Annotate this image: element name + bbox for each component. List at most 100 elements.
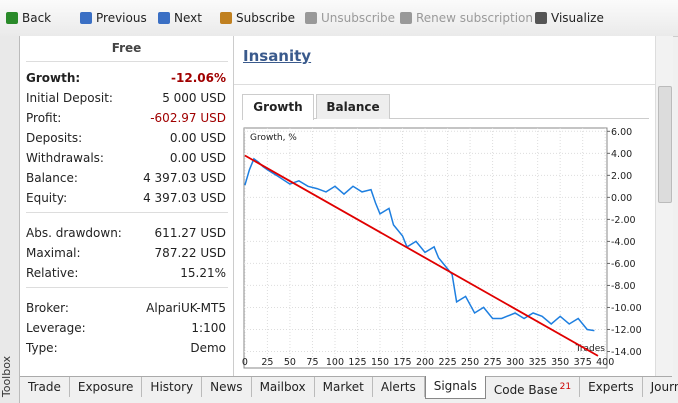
scroll-thumb[interactable] (658, 86, 672, 203)
bottom-tab[interactable]: Alerts (373, 377, 425, 397)
toolbar-button[interactable]: Subscribe (220, 9, 295, 27)
bottom-tab[interactable]: Experts (580, 377, 643, 397)
x-tick-label: 175 (393, 357, 411, 368)
toolbar-button[interactable]: Previous (80, 9, 147, 27)
stat-row: Type: Demo (26, 338, 226, 358)
bottom-tab[interactable]: Mailbox (252, 377, 315, 397)
stat-label: Broker: (26, 301, 69, 315)
separator (26, 212, 228, 213)
stat-row: Balance: 4 397.03 USD (26, 168, 226, 188)
tab-label: Code Base (493, 383, 558, 397)
stat-value: 4 397.03 USD (143, 171, 226, 185)
separator (26, 287, 228, 288)
bottom-tab[interactable]: Journal (643, 377, 678, 397)
tab-label: Journal (650, 380, 678, 394)
chart-tab[interactable]: Balance (316, 94, 390, 119)
button-label: Subscribe (236, 11, 295, 25)
x-axis-label: Trades (575, 344, 606, 354)
separator (234, 84, 655, 85)
bottom-tab[interactable]: Code Base 21 (486, 377, 581, 397)
button-label: Renew subscription (416, 11, 533, 25)
stat-row: Abs. drawdown: 611.27 USD (26, 223, 226, 243)
x-tick-label: 25 (261, 357, 273, 368)
button-label: Back (22, 11, 52, 25)
tab-label: Exposure (77, 380, 134, 394)
growth-chart: 6.00 4.00 2.00 0.00 -2.00 -4.00 -6.00 -8.00 -10.… (242, 127, 642, 369)
scrollbar (655, 36, 673, 376)
stat-row: Equity: 4 397.03 USD (26, 188, 226, 208)
x-tick-label: 0 (242, 357, 248, 368)
tab-line (242, 118, 649, 119)
tab-label: Market (322, 380, 364, 394)
stat-row: Deposits: 0.00 USD (26, 128, 226, 148)
bottom-tab[interactable]: Exposure (70, 377, 143, 397)
tab-label: Alerts (380, 380, 416, 394)
toolbar-button: Unsubscribe (305, 9, 395, 27)
toolbar-button[interactable]: Next (158, 9, 202, 27)
stat-label: Initial Deposit: (26, 91, 113, 105)
stat-value: -12.06% (171, 71, 226, 85)
tab-badge: 21 (559, 382, 572, 392)
signal-link[interactable]: Insanity (243, 47, 312, 65)
stat-value: 1:100 (191, 321, 226, 335)
bottom-tab[interactable]: News (202, 377, 252, 397)
stat-row: Profit: -602.97 USD (26, 108, 226, 128)
separator (26, 61, 228, 62)
stat-row: Growth: -12.06% (26, 68, 226, 88)
stat-value: 5 000 USD (162, 91, 226, 105)
bottom-tab[interactable]: Trade (20, 377, 70, 397)
side-label: Toolbox (0, 355, 14, 398)
button-icon (80, 12, 92, 24)
x-tick-label: 225 (438, 357, 456, 368)
stat-label: Type: (26, 341, 58, 355)
y-tick-label: -12.00 (611, 325, 642, 336)
y-tick-label: -6.00 (611, 259, 636, 270)
chart-tab[interactable]: Growth (242, 94, 314, 120)
button-icon (6, 12, 18, 24)
stat-value: -602.97 USD (150, 111, 226, 125)
stat-value: 0.00 USD (169, 151, 226, 165)
x-tick-label: 200 (416, 357, 434, 368)
x-tick-label: 275 (484, 357, 502, 368)
button-label: Next (174, 11, 202, 25)
signal-detail: Insanity 6.00 4.00 2.00 0.00 -2.00 -4.00 -6.00… (234, 36, 655, 376)
x-tick-label: 50 (284, 357, 296, 368)
y-tick-label: -4.00 (611, 237, 636, 248)
button-icon (220, 12, 232, 24)
toolbar-button: Renew subscription (400, 9, 533, 27)
toolbar-button[interactable]: Visualize (535, 9, 604, 27)
stat-value: 0.00 USD (169, 131, 226, 145)
x-tick-label: 350 (551, 357, 569, 368)
stat-value: 611.27 USD (154, 226, 226, 240)
y-tick-label: -14.00 (611, 347, 642, 358)
y-tick-label: 6.00 (611, 127, 632, 138)
stat-value: AlpariUK-MT5 (146, 301, 226, 315)
y-tick-label: 0.00 (611, 193, 632, 204)
button-label: Visualize (551, 11, 604, 25)
stat-label: Profit: (26, 111, 62, 125)
stat-label: Balance: (26, 171, 78, 185)
bottom-tab[interactable]: Signals (424, 376, 486, 399)
bottom-tabs: Trade Exposure History News Mailbox Market Ale… (20, 376, 678, 399)
stat-label: Leverage: (26, 321, 86, 335)
x-tick-label: 250 (461, 357, 479, 368)
x-tick-label: 300 (506, 357, 524, 368)
toolbar: Back Previous Next Subscribe Unsubscribe Rene… (0, 0, 678, 37)
y-tick-label: -10.00 (611, 303, 642, 314)
tab-label: Signals (433, 379, 477, 393)
x-tick-label: 100 (326, 357, 344, 368)
bottom-tab[interactable]: History (142, 377, 203, 397)
tab-label: Mailbox (259, 380, 306, 394)
x-tick-label: 400 (596, 357, 614, 368)
y-tick-label: -2.00 (611, 215, 636, 226)
stat-label: Growth: (26, 71, 81, 85)
button-label: Previous (96, 11, 147, 25)
button-icon (158, 12, 170, 24)
stat-value: 15.21% (180, 266, 226, 280)
x-tick-label: 75 (306, 357, 318, 368)
toolbar-button[interactable]: Back (6, 9, 51, 27)
panel-title: Free (111, 41, 142, 55)
tab-label: News (210, 380, 243, 394)
bottom-tab[interactable]: Market (315, 377, 373, 397)
stat-value: 787.22 USD (154, 246, 226, 260)
